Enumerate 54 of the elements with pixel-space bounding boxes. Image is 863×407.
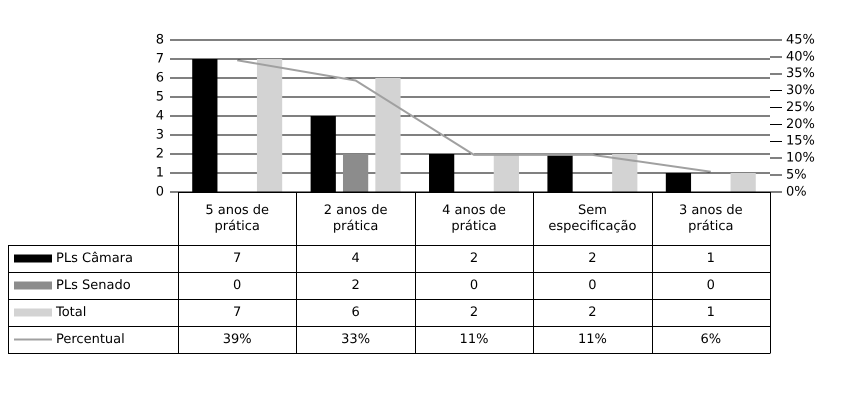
y-tick-label: 4 xyxy=(156,108,164,124)
legend-label: PLs Senado xyxy=(56,278,131,293)
bar xyxy=(375,78,401,192)
data-label: 0 xyxy=(233,278,242,293)
x-tick-label: 5 anos de prática xyxy=(205,202,270,234)
y2-tick-label: 45% xyxy=(786,32,815,48)
x-tick-label: 2 anos de prática xyxy=(324,202,388,234)
data-label: 2 xyxy=(470,304,478,320)
data-label: 33% xyxy=(341,332,370,347)
y-tick-label: 6 xyxy=(156,70,164,86)
data-label: 7 xyxy=(233,250,242,266)
bar xyxy=(342,154,368,192)
y2-tick-label: 25% xyxy=(786,100,815,115)
data-label: 0 xyxy=(706,278,715,293)
data-label: 7 xyxy=(233,304,242,320)
bar xyxy=(612,154,638,192)
y2-tick-label: 15% xyxy=(786,134,815,149)
y-tick-label: 2 xyxy=(156,146,164,162)
data-label: 2 xyxy=(470,250,478,266)
bar xyxy=(494,154,519,192)
data-label: 6 xyxy=(351,304,360,320)
bar xyxy=(256,59,282,192)
data-label: 0 xyxy=(470,278,478,293)
y2-tick-label: 5% xyxy=(786,167,807,182)
data-label: 2 xyxy=(351,278,360,293)
data-label: 2 xyxy=(588,304,597,320)
x-tick-label: Sem especificação xyxy=(548,202,637,234)
x-tick-label: 3 anos de prática xyxy=(678,202,743,234)
y-tick-label: 0 xyxy=(156,184,164,200)
y-tick-label: 8 xyxy=(156,32,164,48)
data-label: 11% xyxy=(460,332,488,347)
y2-tick-label: 10% xyxy=(786,150,815,166)
y2-tick-label: 20% xyxy=(786,116,815,132)
legend-label: PLs Câmara xyxy=(56,250,133,266)
data-label: 2 xyxy=(588,250,597,266)
bar xyxy=(730,173,756,192)
y2-tick-label: 35% xyxy=(786,66,815,82)
data-label: 6% xyxy=(700,332,722,347)
y2-tick-label: 40% xyxy=(786,49,815,64)
data-label: 1 xyxy=(706,250,715,266)
y2-tick-label: 30% xyxy=(786,83,815,98)
data-label: 0 xyxy=(588,278,597,293)
y-tick-label: 3 xyxy=(156,127,164,142)
y-tick-label: 1 xyxy=(156,165,164,180)
data-label: 4 xyxy=(351,250,360,266)
y-tick-label: 5 xyxy=(156,89,164,104)
data-label: 39% xyxy=(222,332,252,347)
y-tick-label: 7 xyxy=(156,51,164,66)
data-label: 11% xyxy=(578,332,607,347)
legend-label: Percentual xyxy=(56,332,125,347)
y2-tick-label: 0% xyxy=(786,184,807,200)
legend-label: Total xyxy=(55,304,86,320)
x-tick-label: 4 anos de prática xyxy=(442,202,506,234)
data-label: 1 xyxy=(706,304,715,320)
